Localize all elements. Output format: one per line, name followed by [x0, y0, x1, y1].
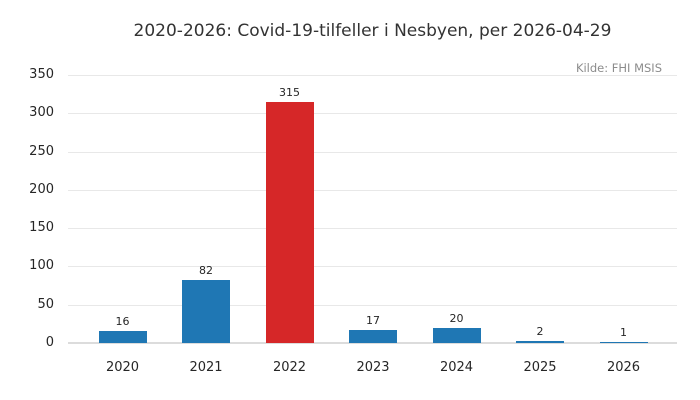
y-tick-label: 250	[29, 144, 54, 159]
bar	[349, 330, 397, 343]
bar-value-label: 315	[279, 86, 300, 99]
bar-value-label: 2	[536, 325, 544, 338]
bar	[265, 102, 314, 343]
bar	[98, 331, 147, 343]
bar-value-label: 1	[620, 326, 627, 339]
x-tick-label: 2024	[439, 360, 474, 375]
bar	[432, 328, 481, 343]
bar-value-label: 17	[366, 314, 380, 327]
bar	[516, 341, 564, 343]
bar-value-label: 20	[449, 312, 464, 325]
gridline	[68, 190, 677, 191]
y-tick-label: 0	[45, 335, 54, 350]
gridline	[68, 152, 677, 153]
chart-title: 2020-2026: Covid-19-tilfeller i Nesbyen,…	[133, 21, 612, 41]
y-tick-label: 150	[29, 220, 54, 235]
x-tick-label: 2022	[272, 360, 307, 375]
gridline	[68, 113, 677, 114]
bar-value-label: 16	[115, 315, 130, 328]
bar	[182, 280, 230, 343]
x-tick-label: 2023	[356, 360, 390, 375]
x-tick-label: 2025	[523, 360, 557, 375]
bar-value-label: 82	[199, 264, 213, 277]
gridline	[68, 305, 677, 306]
y-tick-label: 50	[37, 297, 54, 312]
x-tick-label: 2026	[606, 360, 641, 375]
source-note: Kilde: FHI MSIS	[575, 61, 662, 75]
y-tick-label: 100	[29, 258, 54, 273]
y-tick-label: 200	[29, 182, 54, 197]
y-tick-label: 350	[29, 67, 54, 82]
gridline	[68, 342, 677, 344]
gridline	[68, 228, 677, 229]
gridline	[68, 266, 677, 267]
gridline	[68, 75, 677, 76]
bar	[599, 342, 648, 343]
x-tick-label: 2020	[105, 360, 140, 375]
y-tick-label: 300	[29, 105, 54, 120]
x-tick-label: 2021	[189, 360, 223, 375]
